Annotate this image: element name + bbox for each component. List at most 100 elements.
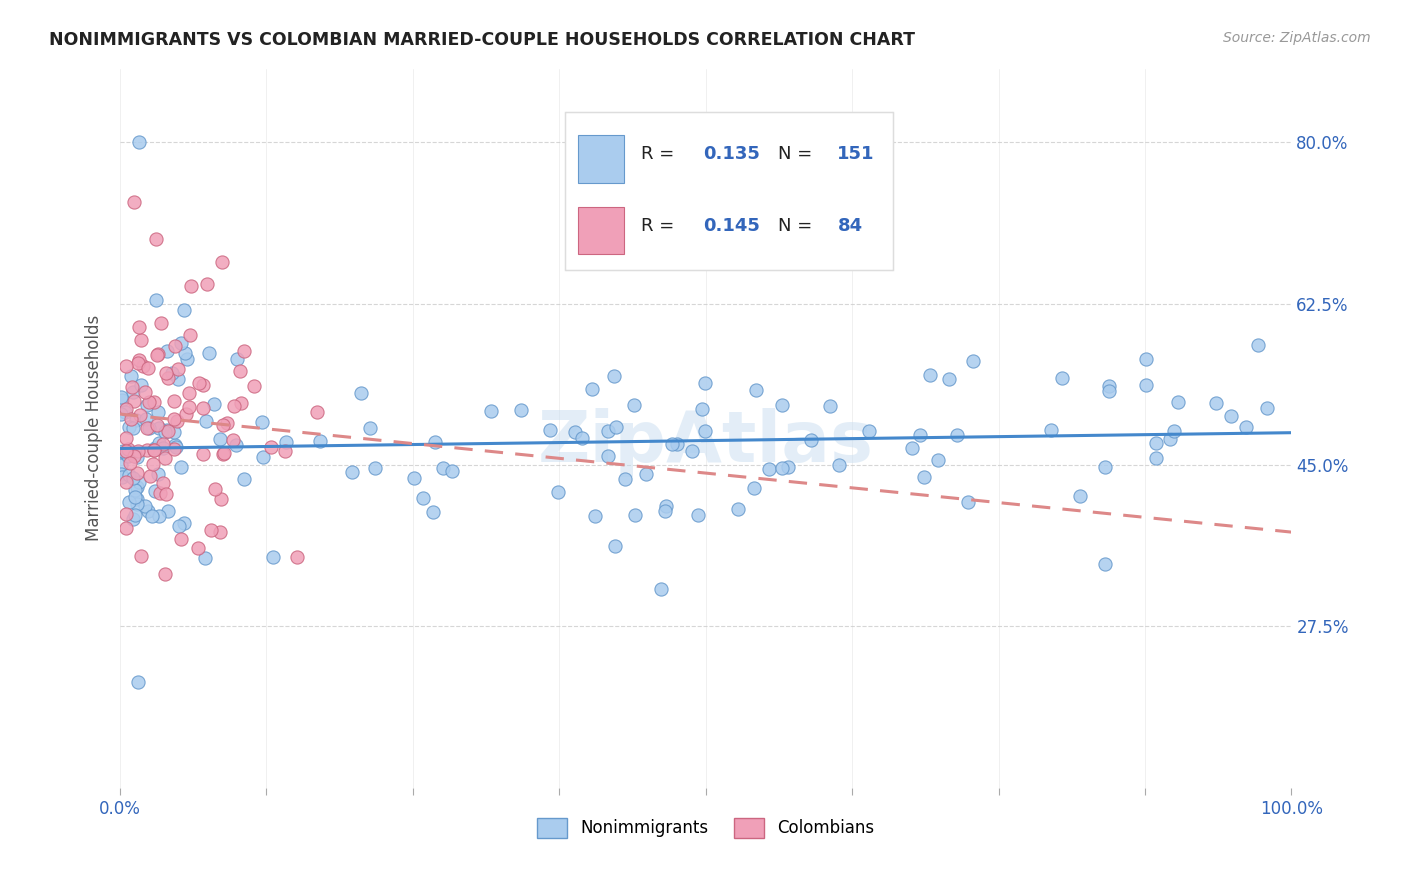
Point	[170, 532, 193, 546]
Point	[603, 539, 626, 553]
Point	[173, 346, 195, 360]
Point	[129, 333, 152, 347]
Point	[146, 346, 169, 360]
Point	[661, 437, 683, 451]
Point	[136, 360, 159, 375]
Point	[117, 444, 139, 458]
Point	[479, 404, 502, 418]
Point	[742, 481, 765, 495]
Point	[222, 433, 245, 447]
Point	[141, 508, 163, 523]
Point	[363, 460, 385, 475]
Point	[114, 446, 136, 460]
Point	[128, 353, 150, 368]
Point	[1163, 424, 1185, 438]
Point	[252, 450, 274, 464]
Point	[136, 421, 159, 435]
Point	[209, 491, 232, 506]
Point	[148, 508, 170, 523]
Legend: Nonimmigrants, Colombians: Nonimmigrants, Colombians	[530, 812, 880, 844]
Point	[117, 449, 139, 463]
Point	[149, 485, 172, 500]
Point	[1094, 558, 1116, 572]
Point	[143, 441, 166, 455]
Point	[112, 444, 135, 458]
Point	[127, 492, 149, 507]
Point	[225, 438, 247, 452]
Point	[122, 420, 145, 434]
Point	[564, 425, 586, 439]
Point	[423, 435, 446, 450]
Point	[145, 293, 167, 307]
Point	[956, 495, 979, 509]
Point	[858, 424, 880, 438]
Point	[136, 442, 159, 457]
Point	[152, 442, 174, 456]
Point	[114, 405, 136, 419]
Point	[148, 436, 170, 450]
Point	[1159, 432, 1181, 446]
Point	[142, 457, 165, 471]
Point	[412, 491, 434, 506]
Point	[121, 471, 143, 485]
Point	[173, 303, 195, 318]
Point	[120, 369, 142, 384]
Point	[176, 351, 198, 366]
Point	[155, 425, 177, 439]
Point	[938, 372, 960, 386]
Point	[232, 472, 254, 486]
Point	[342, 465, 364, 479]
Point	[127, 356, 149, 370]
Point	[129, 378, 152, 392]
Point	[118, 467, 141, 482]
Point	[233, 343, 256, 358]
Point	[402, 471, 425, 485]
Point	[155, 567, 177, 582]
Point	[818, 399, 841, 413]
Point	[153, 451, 176, 466]
Point	[1039, 423, 1062, 437]
Point	[127, 497, 149, 511]
Point	[163, 425, 186, 439]
Point	[143, 394, 166, 409]
Point	[195, 414, 218, 428]
Point	[198, 346, 221, 360]
Point	[179, 327, 201, 342]
Point	[118, 495, 141, 509]
Point	[124, 491, 146, 505]
Point	[262, 549, 284, 564]
Point	[174, 407, 197, 421]
Point	[167, 518, 190, 533]
Point	[165, 440, 187, 454]
Point	[901, 442, 924, 456]
Point	[170, 460, 193, 475]
Point	[305, 405, 328, 419]
Point	[121, 512, 143, 526]
Point	[440, 464, 463, 478]
Point	[745, 383, 768, 397]
Point	[124, 483, 146, 497]
Point	[250, 415, 273, 429]
Point	[209, 432, 232, 446]
Point	[1146, 451, 1168, 466]
Point	[155, 487, 177, 501]
Point	[204, 483, 226, 497]
Point	[666, 437, 689, 451]
Point	[1220, 409, 1243, 424]
Point	[110, 467, 132, 482]
Point	[1135, 351, 1157, 366]
Point	[173, 516, 195, 530]
Point	[138, 421, 160, 435]
Point	[118, 456, 141, 470]
Point	[139, 469, 162, 483]
Point	[547, 485, 569, 500]
Point	[187, 541, 209, 555]
Point	[111, 392, 134, 407]
Point	[124, 508, 146, 522]
Point	[285, 550, 308, 565]
Point	[111, 470, 134, 484]
Point	[166, 371, 188, 385]
Point	[222, 399, 245, 413]
Point	[146, 348, 169, 362]
Text: ZipAtlas: ZipAtlas	[537, 408, 873, 477]
